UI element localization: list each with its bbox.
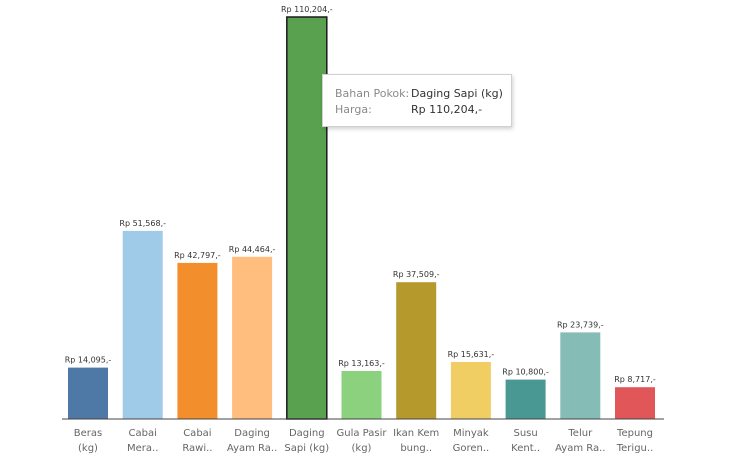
x-tick-label-0-1: (kg) bbox=[78, 443, 98, 454]
x-tick-label-5-0: Gula Pasir bbox=[337, 428, 388, 439]
x-tick-label-2-1: Rawi.. bbox=[182, 443, 212, 454]
x-tick-label-5-1: (kg) bbox=[352, 443, 372, 454]
x-tick-label-6-0: Ikan Kem bbox=[393, 428, 439, 439]
bar-5[interactable] bbox=[341, 371, 382, 419]
bar-8[interactable] bbox=[505, 379, 546, 419]
x-tick-label-10-0: Tepung bbox=[616, 428, 653, 439]
x-tick-label-0-0: Beras bbox=[74, 428, 102, 439]
bar-9[interactable] bbox=[560, 332, 601, 419]
x-tick-label-1-1: Mera.. bbox=[127, 443, 158, 454]
bar-1[interactable] bbox=[122, 230, 163, 419]
x-tick-label-3-1: Ayam Ra.. bbox=[227, 443, 277, 454]
tooltip-price-value: Rp 110,204,- bbox=[411, 103, 483, 116]
x-tick-label-10-1: Terigu.. bbox=[616, 443, 654, 454]
tooltip-item-key: Bahan Pokok: bbox=[335, 87, 410, 100]
x-tick-label-3-0: Daging bbox=[234, 428, 270, 439]
x-tick-label-9-0: Telur bbox=[567, 428, 593, 439]
data-label-0: Rp 14,095,- bbox=[65, 356, 112, 365]
data-label-7: Rp 15,631,- bbox=[448, 350, 495, 359]
data-label-6: Rp 37,509,- bbox=[393, 270, 440, 279]
bar-4[interactable] bbox=[286, 16, 328, 420]
data-label-8: Rp 10,800,- bbox=[502, 368, 549, 377]
tooltip-item-value: Daging Sapi (kg) bbox=[411, 87, 503, 100]
data-label-5: Rp 13,163,- bbox=[338, 359, 385, 368]
tooltip: Bahan Pokok: Daging Sapi (kg) Harga: Rp 11… bbox=[322, 74, 512, 127]
x-tick-label-9-1: Ayam Ra.. bbox=[555, 443, 605, 454]
x-tick-label-1-0: Cabai bbox=[129, 428, 157, 439]
bar-6[interactable] bbox=[396, 282, 437, 419]
tooltip-row-item: Bahan Pokok: Daging Sapi (kg) bbox=[335, 87, 503, 100]
bar-0[interactable] bbox=[68, 367, 108, 419]
data-label-1: Rp 51,568,- bbox=[119, 219, 166, 228]
x-tick-label-7-0: Minyak bbox=[453, 428, 489, 439]
x-tick-label-2-0: Cabai bbox=[183, 428, 211, 439]
x-tick-label-4-0: Daging bbox=[289, 428, 325, 439]
tooltip-price-key: Harga: bbox=[335, 103, 372, 116]
data-label-3: Rp 44,464,- bbox=[229, 245, 276, 254]
x-tick-label-4-1: Sapi (kg) bbox=[284, 443, 329, 454]
data-label-4: Rp 110,204,- bbox=[281, 5, 333, 14]
tooltip-row-price: Harga: Rp 110,204,- bbox=[335, 103, 482, 116]
data-label-2: Rp 42,797,- bbox=[174, 251, 221, 260]
bar-7[interactable] bbox=[450, 362, 491, 419]
data-label-9: Rp 23,739,- bbox=[557, 320, 604, 329]
x-tick-label-6-1: bung.. bbox=[400, 443, 432, 454]
x-tick-label-7-1: Goren.. bbox=[453, 443, 490, 454]
bar-10[interactable] bbox=[615, 387, 655, 419]
data-label-10: Rp 8,717,- bbox=[614, 375, 656, 384]
x-tick-label-8-0: Susu bbox=[513, 428, 537, 439]
bar-3[interactable] bbox=[232, 256, 273, 419]
bar-2[interactable] bbox=[177, 262, 218, 419]
x-tick-label-8-1: Kent.. bbox=[511, 443, 540, 454]
